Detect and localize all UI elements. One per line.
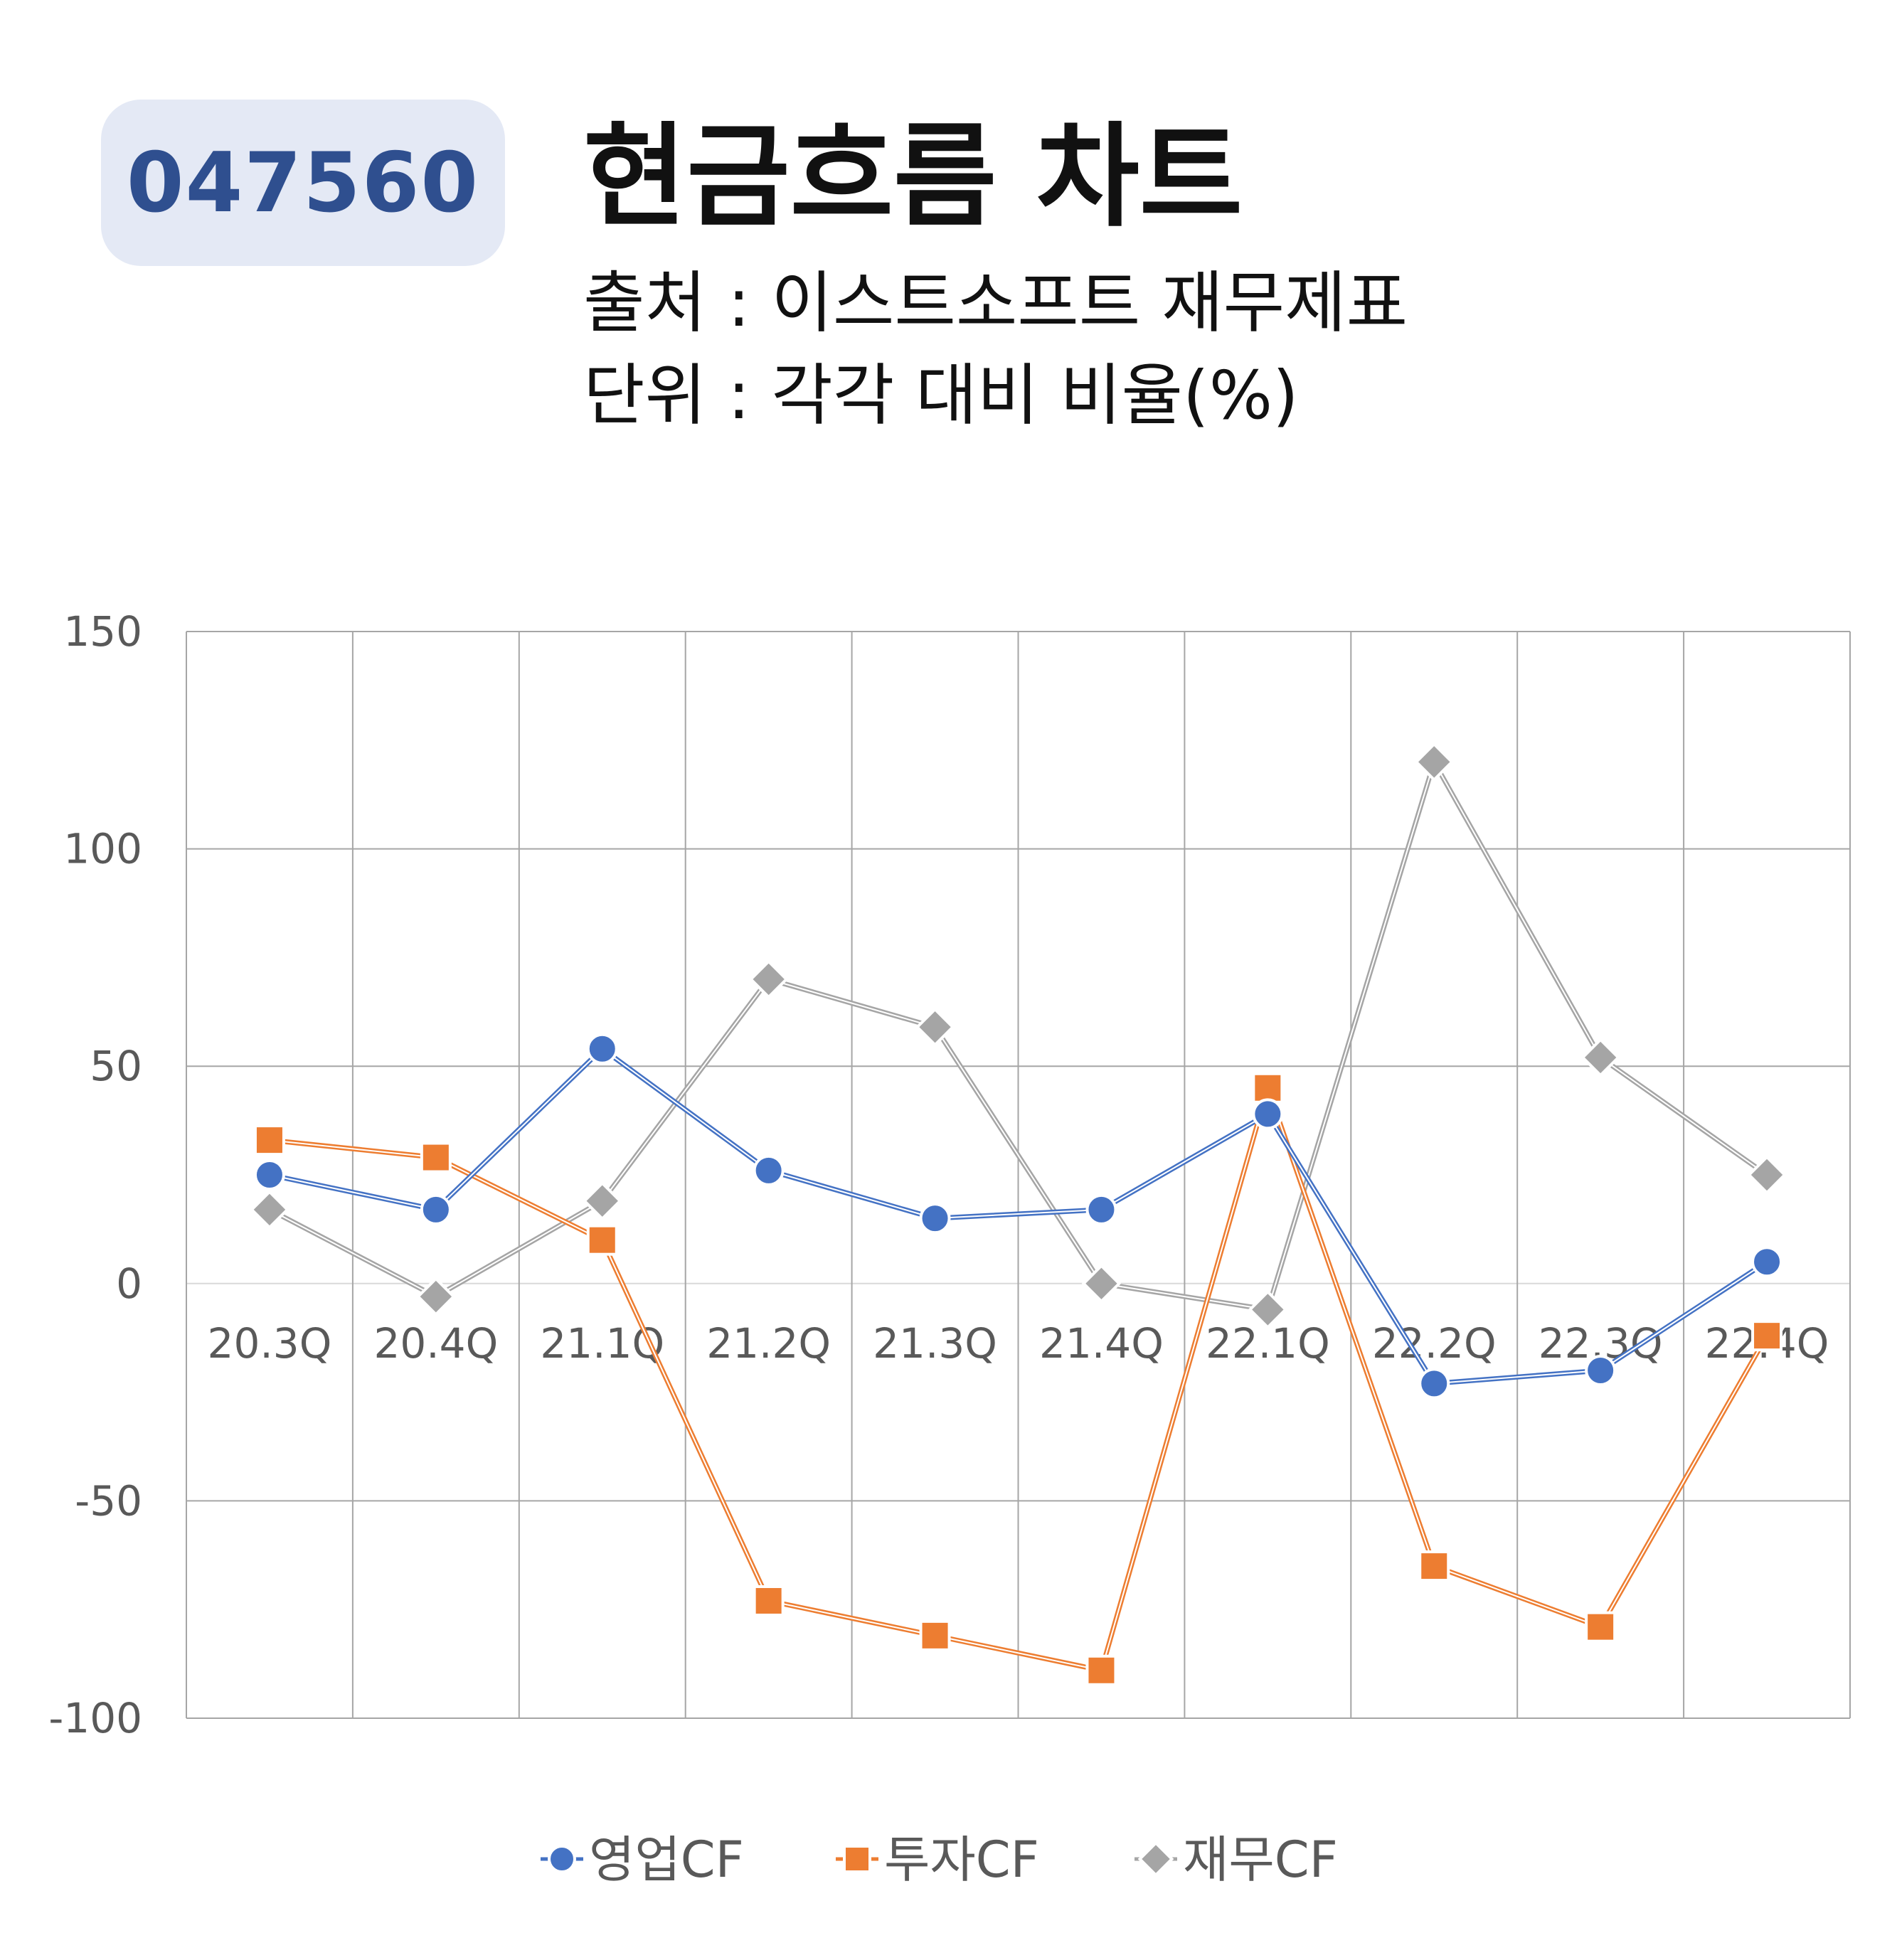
- chart-series: [250, 742, 1787, 1686]
- x-tick-label: 21.2Q: [706, 1319, 831, 1368]
- data-point: [1418, 1550, 1450, 1582]
- data-point: [1580, 1038, 1620, 1077]
- data-point: [1751, 1320, 1783, 1352]
- data-point: [1081, 1263, 1122, 1304]
- y-tick-label: -50: [75, 1476, 142, 1525]
- source-text: 출처 : 이스트소프트 재무제표: [583, 265, 1408, 342]
- legend-marker: [1137, 1841, 1174, 1878]
- y-tick-label: 150: [63, 607, 142, 656]
- stock-code-badge: 047560: [101, 100, 505, 266]
- data-point: [1414, 742, 1455, 782]
- y-axis-ticks: 150 100 50 0 -50 -100: [48, 607, 142, 1742]
- data-point: [753, 1584, 785, 1617]
- data-point: [919, 1619, 951, 1651]
- legend-label: 투자CF: [884, 1831, 1039, 1889]
- series-0: [253, 1033, 1783, 1400]
- data-point: [1751, 1246, 1783, 1278]
- data-point: [1085, 1193, 1117, 1225]
- data-point: [748, 959, 789, 999]
- legend-label: 재무CF: [1183, 1831, 1338, 1889]
- x-tick-label: 21.3Q: [873, 1319, 997, 1368]
- x-tick-label: 20.4Q: [373, 1319, 498, 1368]
- chart-grid: [186, 631, 1851, 1719]
- series-line-inner: [269, 1048, 1768, 1385]
- data-point: [1747, 1155, 1787, 1195]
- data-point: [1585, 1355, 1617, 1387]
- data-point: [253, 1159, 285, 1191]
- data-point: [586, 1224, 618, 1256]
- data-point: [416, 1277, 456, 1316]
- data-point: [1085, 1654, 1117, 1686]
- data-point: [1248, 1289, 1288, 1330]
- data-point: [420, 1193, 452, 1225]
- legend-marker: [548, 1845, 576, 1873]
- data-point: [250, 1190, 289, 1230]
- data-point: [919, 1203, 951, 1235]
- series-line-inner: [269, 760, 1768, 1311]
- data-point: [1418, 1368, 1450, 1400]
- chart-title: 현금흐름 차트: [583, 112, 1243, 243]
- x-tick-label: 20.3Q: [208, 1319, 332, 1368]
- data-point: [420, 1141, 452, 1173]
- data-point: [753, 1154, 785, 1186]
- chart-legend: 영업CF 투자CF 재무CF: [541, 1831, 1338, 1889]
- x-tick-label: 22.2Q: [1372, 1319, 1497, 1368]
- unit-text: 단위 : 각각 대비 비율(%): [583, 357, 1299, 435]
- legend-marker: [843, 1845, 871, 1873]
- data-point: [253, 1124, 285, 1156]
- data-point: [582, 1181, 622, 1221]
- x-tick-label: 21.1Q: [540, 1319, 664, 1368]
- x-tick-label: 21.4Q: [1039, 1319, 1164, 1368]
- series-2: [250, 742, 1787, 1330]
- y-tick-label: 50: [90, 1042, 142, 1090]
- data-point: [1252, 1072, 1284, 1104]
- stock-code: 047560: [126, 134, 480, 231]
- legend-label: 영업CF: [589, 1831, 744, 1889]
- data-point: [586, 1033, 618, 1065]
- data-point: [1252, 1098, 1284, 1130]
- series-line-inner: [269, 1085, 1768, 1671]
- y-tick-label: 0: [116, 1259, 142, 1308]
- series-1: [253, 1072, 1783, 1686]
- y-tick-label: -100: [48, 1694, 142, 1742]
- data-point: [915, 1007, 955, 1048]
- data-point: [1585, 1611, 1617, 1643]
- y-tick-label: 100: [63, 825, 142, 873]
